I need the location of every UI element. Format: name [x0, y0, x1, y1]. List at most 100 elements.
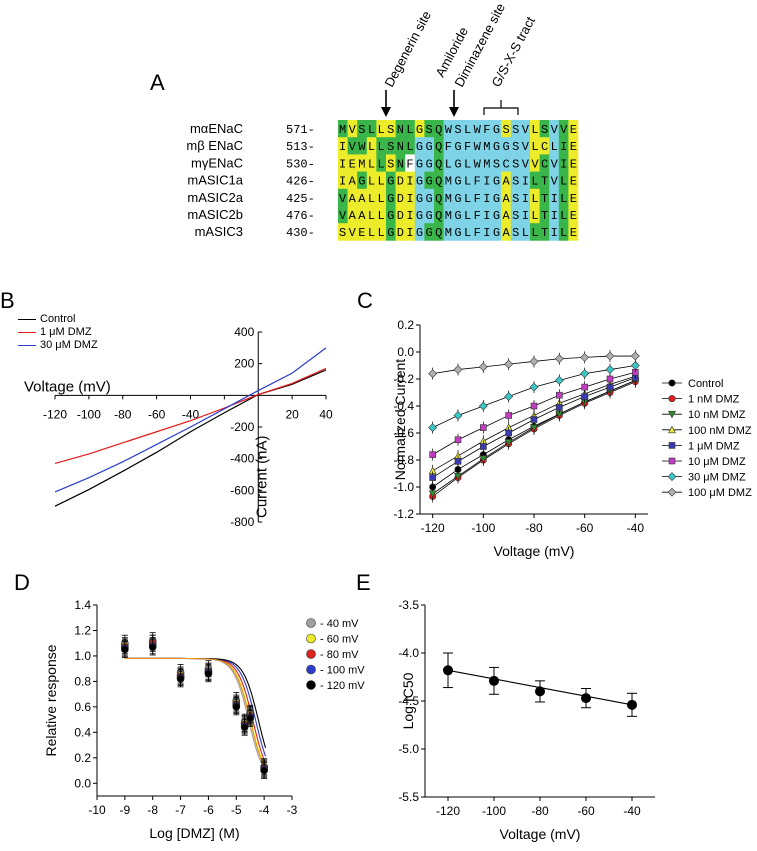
residue-cell	[347, 171, 358, 190]
point-c-7	[554, 354, 564, 364]
line-c-0	[432, 379, 636, 488]
y-tick-label-b: -600	[230, 483, 254, 497]
degenerin-arrowhead	[381, 107, 391, 117]
legend-c-marker	[667, 425, 677, 434]
residue-cell	[386, 188, 396, 207]
alignment-row-sequence: IAGLLGDIGGQMGLFIGASILTVLE	[339, 175, 577, 189]
point-c-2	[605, 387, 615, 396]
point-e	[443, 665, 453, 676]
x-tick-label-b: -60	[148, 407, 166, 421]
legend-c-marker	[668, 395, 676, 403]
point-d-3	[204, 668, 213, 677]
residue-cell	[366, 188, 377, 207]
point-c-5	[606, 375, 614, 383]
residue-cell	[501, 120, 512, 138]
residue-cell	[386, 171, 396, 190]
residue-cell	[520, 171, 531, 190]
legend-d-marker	[306, 664, 316, 675]
y-axis-label-c: Normalized Current	[392, 359, 408, 480]
point-d-0	[232, 696, 241, 705]
residue-cell	[549, 223, 560, 241]
residue-cell	[405, 137, 416, 155]
point-c-0	[606, 387, 614, 395]
alignment-row-start: 513-	[286, 140, 315, 154]
legend-b-item: 1 μM DMZ	[18, 326, 98, 339]
y-tick-label-d: 0.8	[74, 674, 91, 688]
point-c-6	[428, 423, 438, 433]
alignment-row-sequence: SVELLGDIGGQMGLFIGASLLTILE	[339, 226, 577, 240]
point-c-3	[631, 372, 640, 380]
point-c-7	[428, 369, 438, 379]
point-d-0	[121, 639, 129, 648]
residue-cell	[357, 137, 368, 155]
point-c-2	[428, 490, 437, 498]
residue-cell	[347, 188, 358, 207]
point-c-5	[480, 424, 487, 431]
residue-cell	[501, 171, 512, 190]
legend-b-1um-label: 1 μM DMZ	[40, 326, 92, 338]
residue-cell	[405, 206, 416, 224]
point-d-0	[204, 664, 213, 673]
point-c-3	[580, 389, 589, 398]
y-tick-label-e: -5.5	[398, 790, 419, 804]
point-c-4	[429, 474, 436, 481]
residue-cell	[443, 206, 454, 224]
residue-cell	[453, 137, 464, 155]
residue-cell	[443, 171, 454, 190]
y-axis-label-e: Log IC50	[400, 672, 416, 729]
point-c-5	[505, 412, 512, 419]
line-c-5	[432, 371, 636, 455]
residue-cell	[414, 188, 425, 207]
point-c-0	[581, 398, 589, 406]
point-e	[581, 693, 591, 704]
residue-cell	[376, 206, 387, 224]
point-c-5	[581, 383, 588, 391]
point-d-2	[204, 667, 213, 676]
point-c-4	[505, 429, 512, 437]
point-c-4	[556, 404, 563, 411]
residue-cell	[558, 120, 569, 138]
residue-cell	[434, 120, 444, 138]
residue-cell	[405, 188, 416, 207]
x-tick-label-c: -40	[627, 521, 645, 535]
point-c-0	[555, 410, 563, 418]
x-tick-label-d: -3	[287, 803, 298, 817]
residue-cell	[462, 223, 473, 241]
residue-cell	[482, 137, 492, 155]
point-d-1	[232, 699, 241, 707]
point-c-6	[605, 365, 615, 374]
line-c-2	[432, 379, 636, 495]
x-tick-label-d: -7	[175, 803, 186, 817]
panel-label-c: C	[357, 288, 373, 313]
residue-cell	[539, 206, 550, 224]
residue-cell	[472, 137, 483, 155]
point-c-2	[529, 424, 539, 432]
point-c-1	[429, 492, 437, 500]
alignment-row-name: mASIC1a	[187, 173, 243, 188]
point-c-6	[478, 401, 488, 411]
residue-cell	[443, 120, 454, 138]
residue-cell	[395, 120, 406, 138]
point-c-4	[632, 374, 639, 381]
residue-cell	[414, 206, 425, 224]
y-axis-label-d: Relative response	[43, 644, 59, 756]
residue-cell	[558, 206, 569, 224]
legend-d-label: - 80 mV	[320, 649, 359, 661]
line-c-3	[432, 375, 636, 472]
point-d-2	[232, 700, 241, 709]
residue-cell	[338, 171, 348, 190]
x-tick-label-c: -120	[421, 521, 445, 535]
residue-cell	[434, 137, 444, 155]
residue-cell	[357, 120, 368, 138]
residue-cell	[491, 154, 502, 172]
point-c-3	[555, 399, 564, 407]
point-d-4	[148, 643, 157, 651]
y-tick-label-c: 0.0	[397, 345, 414, 359]
y-tick-label-c: 0.2	[397, 318, 414, 332]
legend-c-label: 1 μM DMZ	[688, 440, 740, 452]
point-c-6	[630, 361, 640, 370]
point-d-1	[121, 641, 129, 650]
residue-cell	[366, 171, 377, 190]
residue-cell	[558, 137, 569, 155]
legend-c-label: Control	[688, 378, 723, 390]
